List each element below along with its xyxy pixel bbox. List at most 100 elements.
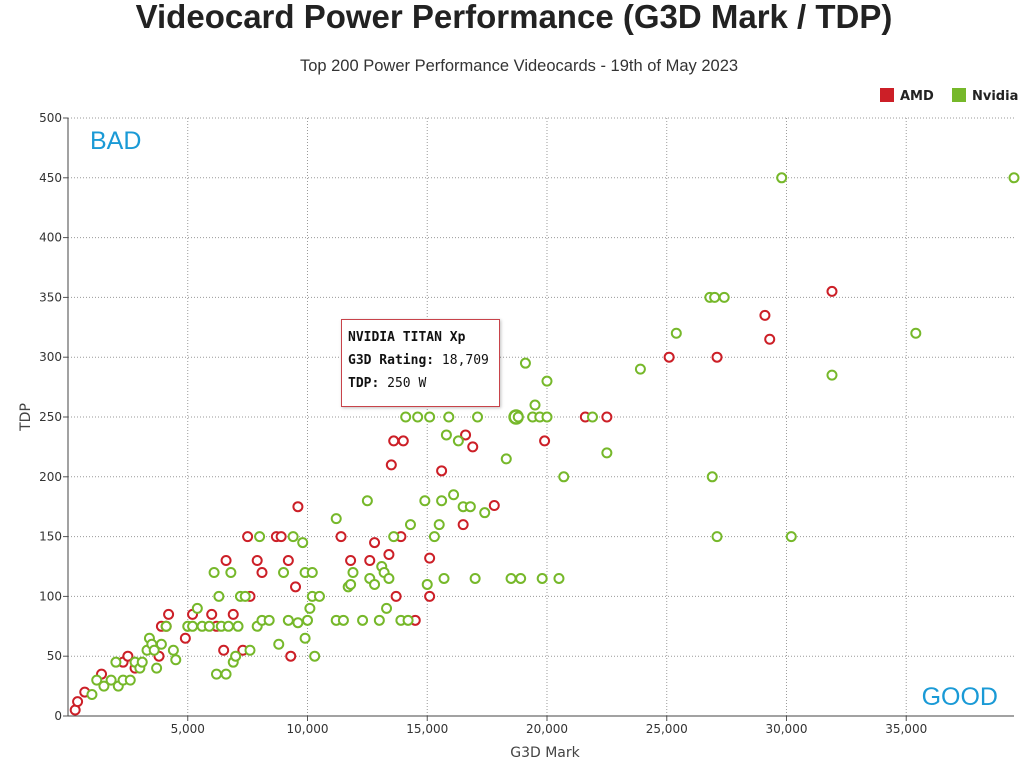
data-point-nvidia bbox=[424, 411, 436, 423]
legend-swatch-nvidia bbox=[952, 88, 966, 102]
data-point-nvidia bbox=[191, 602, 203, 614]
data-point-nvidia bbox=[232, 620, 244, 632]
data-point-amd bbox=[290, 581, 302, 593]
data-point-amd bbox=[460, 429, 472, 441]
data-point-nvidia bbox=[558, 471, 570, 483]
x-tick-label: 15,000 bbox=[406, 722, 448, 736]
data-point-nvidia bbox=[273, 638, 285, 650]
data-point-amd bbox=[759, 309, 771, 321]
data-point-nvidia bbox=[287, 531, 299, 543]
data-point-nvidia bbox=[440, 429, 452, 441]
data-point-nvidia bbox=[505, 572, 517, 584]
data-point-nvidia bbox=[404, 519, 416, 531]
data-point-nvidia bbox=[464, 501, 476, 513]
y-tick-label: 400 bbox=[39, 231, 62, 245]
x-axis-label: G3D Mark bbox=[510, 745, 580, 761]
tooltip-tdp: TDP: 250 W bbox=[348, 376, 427, 391]
data-point-nvidia bbox=[210, 668, 222, 680]
data-point-amd bbox=[424, 590, 436, 602]
data-point-amd bbox=[242, 531, 254, 543]
y-tick-label: 50 bbox=[47, 649, 62, 663]
data-point-amd bbox=[227, 608, 239, 620]
data-point-nvidia bbox=[208, 566, 220, 578]
data-point-nvidia bbox=[448, 489, 460, 501]
data-point-nvidia bbox=[313, 590, 325, 602]
data-point-nvidia bbox=[443, 411, 455, 423]
data-point-nvidia bbox=[213, 590, 225, 602]
data-point-nvidia bbox=[512, 411, 524, 423]
data-point-nvidia bbox=[412, 411, 424, 423]
data-point-amd bbox=[388, 435, 400, 447]
data-point-nvidia bbox=[160, 620, 172, 632]
data-point-amd bbox=[826, 285, 838, 297]
data-point-nvidia bbox=[136, 656, 148, 668]
x-tick-label: 30,000 bbox=[765, 722, 807, 736]
data-point-nvidia bbox=[634, 363, 646, 375]
data-point-amd bbox=[424, 552, 436, 564]
data-point-nvidia bbox=[239, 590, 251, 602]
legend-label-nvidia: Nvidia bbox=[972, 89, 1018, 104]
data-point-nvidia bbox=[254, 531, 266, 543]
y-tick-label: 150 bbox=[39, 530, 62, 544]
data-point-nvidia bbox=[706, 471, 718, 483]
data-point-nvidia bbox=[586, 411, 598, 423]
data-point-nvidia bbox=[402, 614, 414, 626]
chart-title: Videocard Power Performance (G3D Mark / … bbox=[136, 0, 893, 35]
point-tooltip: NVIDIA TITAN Xp G3D Rating: 18,709 TDP: … bbox=[341, 319, 500, 407]
data-point-amd bbox=[335, 531, 347, 543]
data-point-nvidia bbox=[301, 614, 313, 626]
data-point-nvidia bbox=[452, 435, 464, 447]
y-tick-label: 0 bbox=[54, 709, 62, 723]
x-tick-label: 35,000 bbox=[885, 722, 927, 736]
data-point-nvidia bbox=[500, 453, 512, 465]
data-point-nvidia bbox=[711, 531, 723, 543]
data-point-nvidia bbox=[515, 572, 527, 584]
data-point-nvidia bbox=[337, 614, 349, 626]
y-tick-label: 350 bbox=[39, 290, 62, 304]
data-point-amd bbox=[285, 650, 297, 662]
data-point-nvidia bbox=[381, 602, 393, 614]
data-point-nvidia bbox=[86, 688, 98, 700]
data-point-nvidia bbox=[263, 614, 275, 626]
x-tick-label: 25,000 bbox=[646, 722, 688, 736]
data-point-amd bbox=[251, 555, 263, 567]
data-point-nvidia bbox=[292, 617, 304, 629]
data-point-amd bbox=[539, 435, 551, 447]
data-point-nvidia bbox=[110, 656, 122, 668]
annotation-bad: BAD bbox=[90, 127, 141, 155]
data-point-nvidia bbox=[541, 411, 553, 423]
data-point-amd bbox=[364, 555, 376, 567]
data-point-nvidia bbox=[400, 411, 412, 423]
data-point-amd bbox=[122, 650, 134, 662]
y-tick-label: 250 bbox=[39, 410, 62, 424]
data-point-nvidia bbox=[347, 566, 359, 578]
data-point-amd bbox=[292, 501, 304, 513]
data-point-nvidia bbox=[91, 674, 103, 686]
data-point-nvidia bbox=[479, 507, 491, 519]
data-point-nvidia bbox=[601, 447, 613, 459]
data-point-nvidia bbox=[373, 614, 385, 626]
data-point-nvidia bbox=[244, 644, 256, 656]
data-point-nvidia bbox=[167, 644, 179, 656]
x-tick-label: 5,000 bbox=[171, 722, 205, 736]
y-tick-label: 300 bbox=[39, 350, 62, 364]
data-point-amd bbox=[163, 608, 175, 620]
data-point-nvidia bbox=[222, 620, 234, 632]
data-point-amd bbox=[390, 590, 402, 602]
data-point-nvidia bbox=[369, 578, 381, 590]
data-point-amd bbox=[711, 351, 723, 363]
data-point-nvidia bbox=[826, 369, 838, 381]
tooltip-name: NVIDIA TITAN Xp bbox=[348, 330, 466, 345]
data-point-nvidia bbox=[718, 291, 730, 303]
data-point-amd bbox=[206, 608, 218, 620]
data-point-amd bbox=[218, 644, 230, 656]
data-point-nvidia bbox=[419, 495, 431, 507]
data-point-nvidia bbox=[304, 602, 316, 614]
data-point-nvidia bbox=[519, 357, 531, 369]
data-point-nvidia bbox=[98, 680, 110, 692]
data-point-nvidia bbox=[428, 531, 440, 543]
data-point-nvidia bbox=[345, 578, 357, 590]
data-point-nvidia bbox=[203, 620, 215, 632]
data-point-nvidia bbox=[297, 537, 309, 549]
